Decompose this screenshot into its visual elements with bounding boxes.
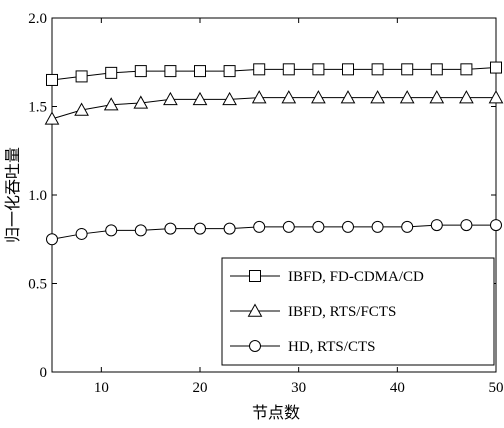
series-3 [46, 219, 502, 246]
legend-label: IBFD, FD-CDMA/CD [288, 269, 424, 285]
series-line [51, 97, 496, 120]
x-axis-label: 节点数 [252, 404, 300, 422]
legend-label: IBFD, RTS/FCTS [288, 304, 396, 320]
y-tick-label: 2.0 [28, 11, 47, 27]
square-marker [46, 73, 58, 86]
circle-marker [430, 219, 443, 232]
square-marker [460, 63, 473, 76]
y-tick-label: 1.5 [28, 100, 47, 116]
square-marker [312, 63, 325, 76]
square-marker [282, 63, 295, 76]
circle-marker [194, 222, 206, 235]
square-marker [134, 65, 147, 78]
circle-marker [134, 224, 147, 237]
triangle-marker [247, 303, 263, 317]
legend-item: IBFD, FD-CDMA/CD [230, 269, 424, 285]
circle-marker [312, 220, 325, 233]
square-marker [75, 70, 88, 83]
triangle-marker [429, 90, 445, 104]
triangle-marker [340, 90, 356, 104]
legend-label: HD, RTS/CTS [288, 339, 375, 355]
circle-marker [401, 220, 414, 233]
x-tick-label: 20 [193, 380, 208, 396]
circle-marker [164, 222, 177, 235]
circle-marker [75, 227, 88, 240]
square-marker [105, 66, 118, 79]
triangle-marker [103, 97, 119, 111]
x-tick-label: 30 [291, 380, 306, 396]
x-tick-label: 50 [489, 380, 504, 396]
triangle-marker [251, 90, 267, 104]
x-tick-label: 10 [94, 380, 109, 396]
triangle-marker [370, 90, 385, 104]
triangle-marker [74, 102, 89, 116]
circle-marker [460, 219, 473, 232]
triangle-marker [222, 91, 237, 106]
square-marker [342, 63, 354, 76]
triangle-marker [163, 91, 178, 106]
circle-marker [46, 233, 58, 246]
circle-marker [249, 340, 261, 352]
square-marker [401, 63, 414, 76]
circle-marker [253, 220, 266, 233]
legend: IBFD, FD-CDMA/CD IBFD, RTS/FCTS HD, RTS/CT… [221, 257, 495, 366]
triangle-marker [311, 90, 326, 104]
triangle-marker [133, 95, 149, 109]
triangle-marker [399, 90, 415, 104]
square-marker [253, 63, 266, 76]
square-marker [164, 65, 177, 78]
circle-marker [223, 222, 236, 235]
square-marker [223, 65, 236, 78]
legend-item: HD, RTS/CTS [230, 339, 375, 355]
y-tick-label: 1.0 [28, 188, 47, 204]
y-axis-label: 归一化吞吐量 [4, 147, 22, 243]
square-marker [194, 65, 206, 78]
series-2 [44, 90, 504, 125]
circle-marker [282, 220, 295, 233]
y-tick-label: 0.5 [28, 277, 47, 293]
triangle-marker [488, 90, 504, 104]
triangle-marker [192, 91, 208, 106]
square-marker [371, 63, 384, 76]
square-marker [430, 63, 443, 76]
triangle-marker [44, 111, 60, 125]
square-marker [490, 61, 502, 74]
circle-marker [105, 224, 118, 237]
circle-marker [342, 220, 354, 233]
square-marker [249, 270, 261, 282]
triangle-marker [459, 90, 474, 104]
y-tick-label: 0 [40, 365, 48, 381]
legend-item: IBFD, RTS/FCTS [230, 303, 396, 320]
series-line [51, 224, 496, 240]
series-line [51, 67, 497, 81]
series-1 [46, 61, 502, 86]
x-tick-label: 40 [390, 380, 405, 396]
circle-marker [490, 219, 502, 232]
circle-marker [371, 220, 384, 233]
triangle-marker [281, 90, 297, 104]
